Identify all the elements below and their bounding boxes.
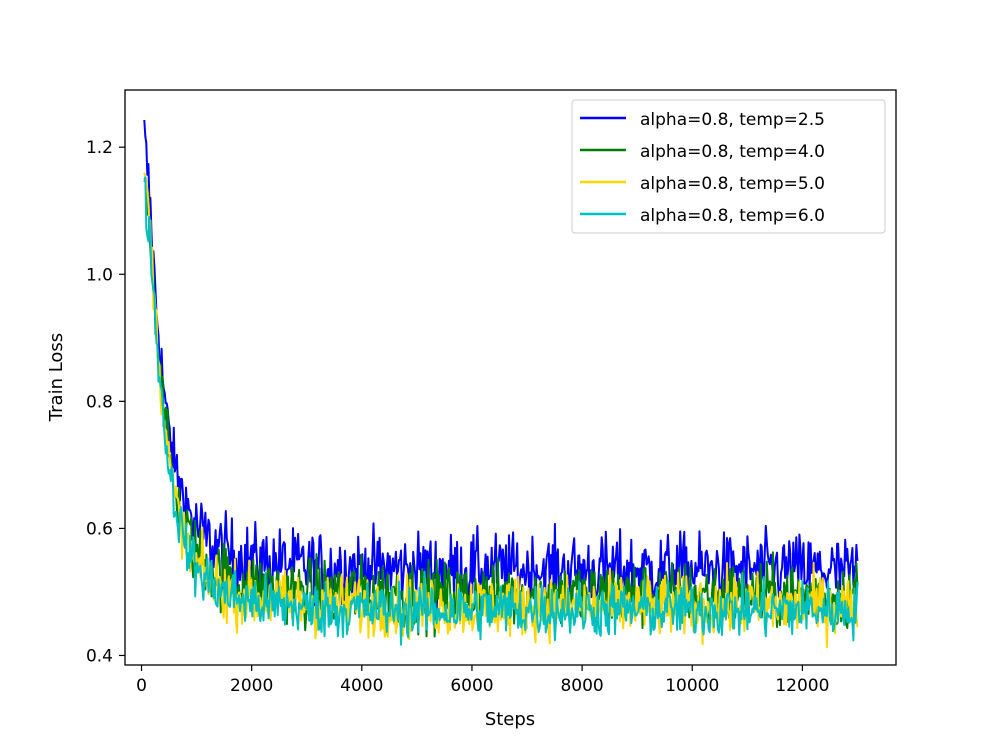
y-tick-label: 0.8 — [86, 392, 113, 412]
plot-frame — [124, 89, 897, 666]
legend: alpha=0.8, temp=2.5 alpha=0.8, temp=4.0 al… — [571, 99, 886, 234]
y-tick-label: 1.0 — [86, 265, 113, 285]
legend-label-3: alpha=0.8, temp=5.0 — [640, 174, 825, 194]
x-tick-label: 8000 — [560, 676, 603, 696]
x-axis-label: Steps — [485, 709, 535, 730]
x-tick-label: 2000 — [230, 676, 273, 696]
x-tick-label: 12000 — [775, 676, 829, 696]
x-tick-label: 10000 — [665, 676, 719, 696]
y-axis: 0.4 0.6 0.8 1.0 1.2 — [86, 138, 125, 666]
y-tick-label: 0.6 — [86, 519, 113, 539]
x-tick-label: 6000 — [450, 676, 493, 696]
legend-label-1: alpha=0.8, temp=2.5 — [640, 110, 825, 130]
x-tick-label: 4000 — [340, 676, 383, 696]
series-line-1 — [143, 119, 859, 616]
y-axis-label: Train Loss — [46, 333, 67, 422]
legend-box — [571, 99, 886, 234]
series-line-4 — [143, 176, 859, 646]
y-tick-label: 1.2 — [86, 138, 113, 158]
legend-label-4: alpha=0.8, temp=6.0 — [640, 206, 825, 226]
y-tick-label: 0.4 — [86, 646, 113, 666]
x-tick-label: 0 — [136, 676, 147, 696]
series-layer — [143, 119, 859, 649]
legend-label-2: alpha=0.8, temp=4.0 — [640, 142, 825, 162]
x-axis: 0 2000 4000 6000 8000 10000 12000 — [136, 665, 829, 696]
